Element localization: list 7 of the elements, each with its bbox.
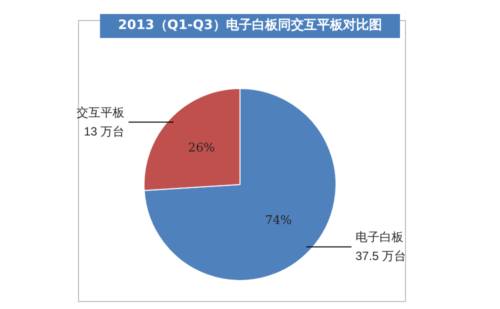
slice-label: 电子白板 xyxy=(355,230,404,244)
text: 13 万台 xyxy=(84,124,125,138)
data-label: 74% xyxy=(265,212,292,227)
slice-label: 交互平板 xyxy=(76,105,125,120)
text: 37.5 万台 xyxy=(355,249,406,264)
data-label: 26% xyxy=(188,140,215,154)
chart-title: 2013（Q1-Q3）电子白板同交互平板对比图 xyxy=(100,14,400,38)
